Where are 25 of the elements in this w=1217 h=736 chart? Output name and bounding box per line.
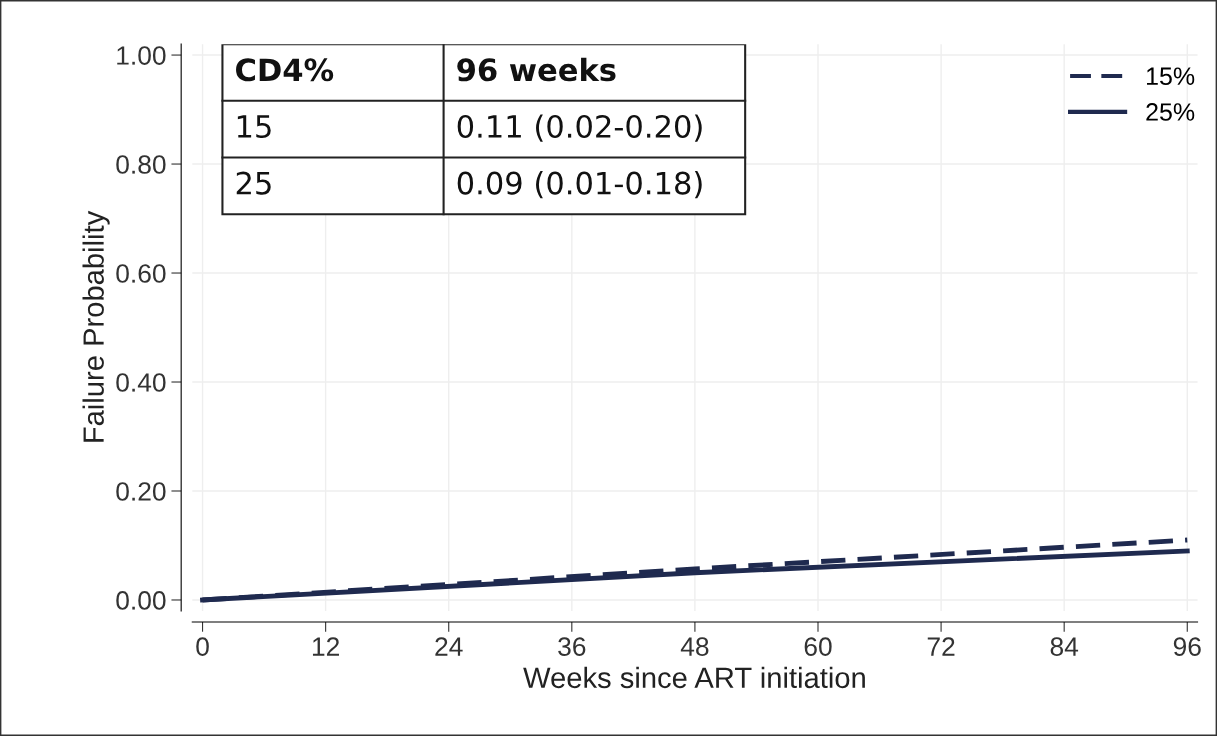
x-tick-label: 48 <box>680 637 709 656</box>
legend-label: 15% <box>1147 67 1195 86</box>
annotation: CD4% <box>236 58 334 82</box>
y-tick-label: 0.60 <box>116 264 166 283</box>
x-tick-label: 60 <box>804 637 832 656</box>
annotation: 25 <box>236 171 271 195</box>
x-tick-label: 96 <box>1173 637 1201 656</box>
x-tick-label: 36 <box>558 637 586 656</box>
x-tick-label: 84 <box>1050 637 1079 656</box>
y-tick-label: 1.00 <box>117 46 166 65</box>
x-axis-title: Weeks since ART initiation <box>523 666 865 689</box>
x-tick-label: 0 <box>196 637 209 656</box>
x-tick-label: 12 <box>312 637 339 656</box>
x-tick-label: 72 <box>927 637 955 656</box>
y-tick-label: 0.40 <box>116 373 166 392</box>
y-tick-label: 0.00 <box>116 591 166 610</box>
y-tick-label: 0.80 <box>116 155 166 174</box>
annotation: 0.09 (0.01-0.18) <box>457 171 702 199</box>
x-tick-label: 24 <box>435 637 463 656</box>
annotation: 0.11 (0.02-0.20) <box>457 114 702 142</box>
annotation: 96 weeks <box>457 57 616 82</box>
legend-label: 25% <box>1146 103 1195 121</box>
annotation: 15 <box>237 115 271 139</box>
y-axis-title: Failure Probability <box>82 210 110 442</box>
y-tick-label: 0.20 <box>116 482 166 501</box>
